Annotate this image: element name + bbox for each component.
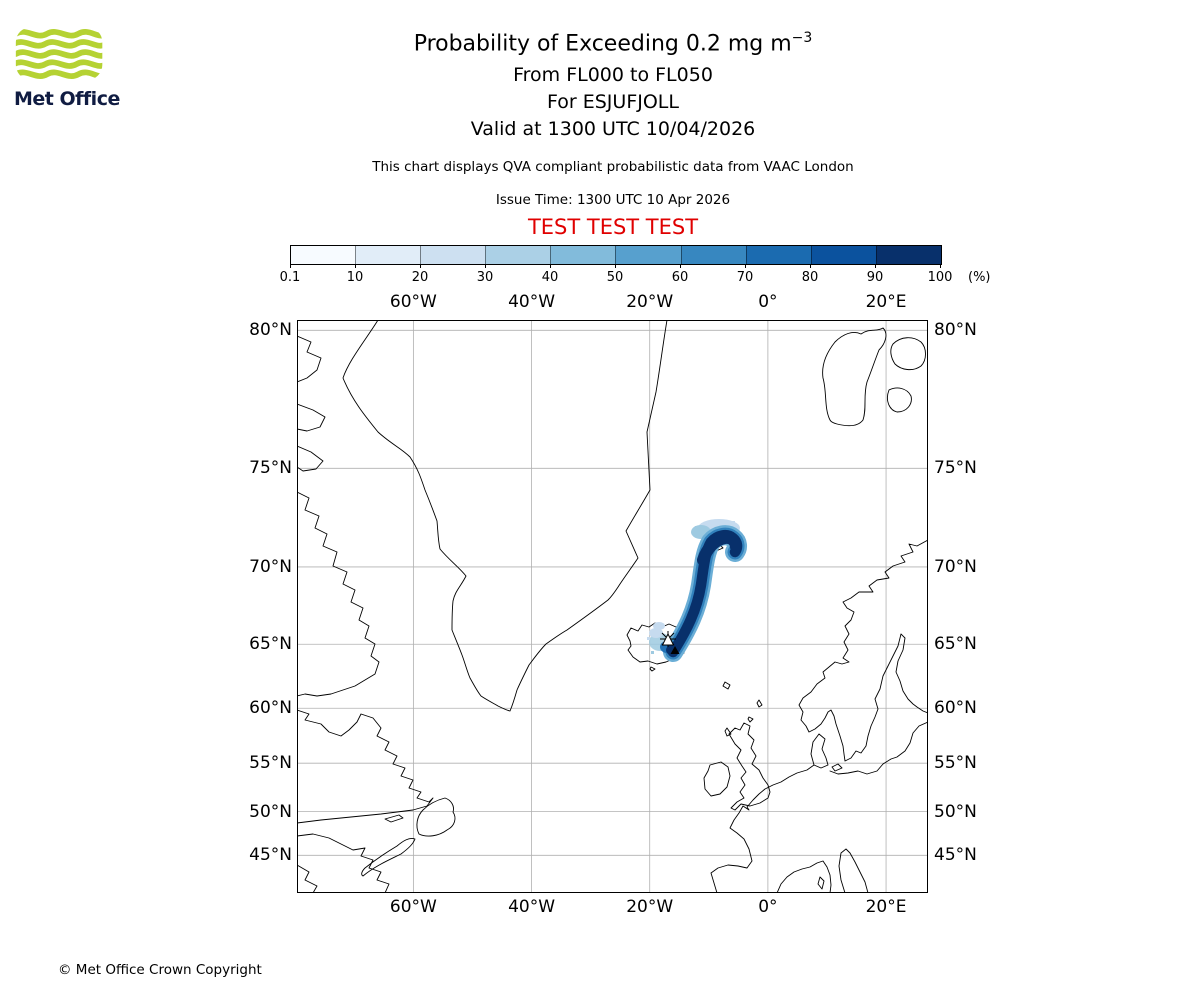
lon-tick-label-bottom: 40°W <box>508 897 556 917</box>
colorbar-segment <box>615 246 681 264</box>
colorbar-tick <box>550 264 551 268</box>
lon-tick-label-top: 0° <box>758 292 778 312</box>
lon-tick-label-bottom: 20°W <box>626 897 674 917</box>
coastline-baltic-states <box>829 721 928 775</box>
colorbar-segment <box>291 246 356 264</box>
colorbar-tick-label: 0.1 <box>279 270 301 285</box>
coastline-stlawrence <box>297 833 390 893</box>
coastlines <box>297 320 928 893</box>
colorbar-unit-label: (%) <box>968 270 991 285</box>
lat-tick-label-left: 50°N <box>249 801 292 822</box>
coastline-ireland <box>703 761 731 797</box>
page-title-main: Probability of Exceeding 0.2 mg m <box>413 31 792 57</box>
colorbar-tick-label: 80 <box>801 270 819 285</box>
colorbar-segment <box>810 246 876 264</box>
issue-time-line: Issue Time: 1300 UTC 10 Apr 2026 <box>495 192 731 208</box>
lat-tick-label-right: 45°N <box>934 845 977 866</box>
coastline-baffin <box>297 491 380 697</box>
met-office-wordmark: Met Office <box>14 88 120 110</box>
lat-tick-label-left: 70°N <box>249 556 292 577</box>
lat-tick-label-left: 75°N <box>249 458 292 479</box>
colorbar-tick <box>680 264 681 268</box>
colorbar-segment <box>485 246 551 264</box>
volcano-line: For ESJUFJOLL <box>547 91 679 113</box>
colorbar-tick <box>290 264 291 268</box>
met-office-logo: Met Office <box>14 26 134 110</box>
coastline-ellesmere <box>297 335 326 472</box>
lon-tick-label-bottom: 20°E <box>865 897 907 917</box>
graticule <box>297 320 928 893</box>
colorbar-tick <box>355 264 356 268</box>
colorbar-segment <box>680 246 746 264</box>
lat-tick-label-right: 50°N <box>934 801 977 822</box>
lat-tick-label-left: 45°N <box>249 845 292 866</box>
lat-tick-label-left: 55°N <box>249 753 292 774</box>
map-canvas <box>297 320 928 893</box>
copyright-notice: © Met Office Crown Copyright <box>58 962 262 978</box>
lon-tick-label-top: 20°W <box>626 292 674 312</box>
coastline-great-britain <box>728 722 771 811</box>
coastline-scandinavia <box>798 539 928 762</box>
coastline-denmark-europe <box>710 733 843 893</box>
flight-level-line: From FL000 to FL050 <box>513 64 713 86</box>
colorbar-tick-label: 30 <box>476 270 494 285</box>
test-banner: TEST TEST TEST <box>527 215 699 239</box>
probability-colorbar <box>290 245 942 265</box>
lat-tick-label-left: 80°N <box>249 320 292 341</box>
colorbar-tick-label: 60 <box>671 270 689 285</box>
lat-tick-label-right: 65°N <box>934 634 977 655</box>
coastline-svalbard <box>822 327 926 427</box>
lat-tick-label-left: 65°N <box>249 634 292 655</box>
page-title-exponent: −3 <box>791 30 813 46</box>
colorbar-tick-label: 100 <box>927 270 953 285</box>
met-office-waves-icon <box>15 29 103 79</box>
coastline-labrador <box>297 709 434 824</box>
colorbar-tick-label: 10 <box>346 270 364 285</box>
colorbar-tick-label: 70 <box>736 270 754 285</box>
coastline-small-islands <box>649 545 763 737</box>
colorbar-tick <box>615 264 616 268</box>
page-title: Probability of Exceeding 0.2 mg m−3 <box>13 30 1200 56</box>
coastline-greenland <box>342 320 668 712</box>
colorbar-tick <box>810 264 811 268</box>
lat-tick-label-left: 60°N <box>249 698 292 719</box>
lon-tick-label-top: 20°E <box>865 292 907 312</box>
colorbar-segment <box>355 246 421 264</box>
colorbar-tick <box>940 264 941 268</box>
coastline-mediterranean <box>776 848 869 893</box>
lat-tick-label-right: 55°N <box>934 753 977 774</box>
lat-tick-label-right: 80°N <box>934 320 977 341</box>
colorbar-segment <box>420 246 486 264</box>
valid-time-line: Valid at 1300 UTC 10/04/2026 <box>470 118 756 140</box>
colorbar-tick <box>485 264 486 268</box>
volcano-marker <box>660 631 680 654</box>
colorbar-tick <box>420 264 421 268</box>
colorbar-tick <box>875 264 876 268</box>
colorbar-segment <box>745 246 811 264</box>
qva-note: This chart displays QVA compliant probab… <box>372 159 854 175</box>
colorbar-segment <box>550 246 616 264</box>
colorbar-tick-label: 20 <box>411 270 429 285</box>
lon-tick-label-bottom: 0° <box>758 897 778 917</box>
colorbar-tick <box>745 264 746 268</box>
colorbar-tick-label: 90 <box>866 270 884 285</box>
lon-tick-label-top: 40°W <box>508 292 556 312</box>
colorbar-tick-label: 50 <box>606 270 624 285</box>
colorbar-tick-label: 40 <box>541 270 559 285</box>
colorbar-segment <box>875 246 941 264</box>
lon-tick-label-top: 60°W <box>389 292 437 312</box>
lon-tick-label-bottom: 60°W <box>389 897 437 917</box>
ash-plume <box>647 519 748 662</box>
coastline-newfoundland <box>384 797 456 837</box>
map-border <box>297 320 928 893</box>
lat-tick-label-right: 60°N <box>934 698 977 719</box>
lat-tick-label-right: 70°N <box>934 556 977 577</box>
coastline-nova-scotia <box>361 838 416 877</box>
lat-tick-label-right: 75°N <box>934 458 977 479</box>
